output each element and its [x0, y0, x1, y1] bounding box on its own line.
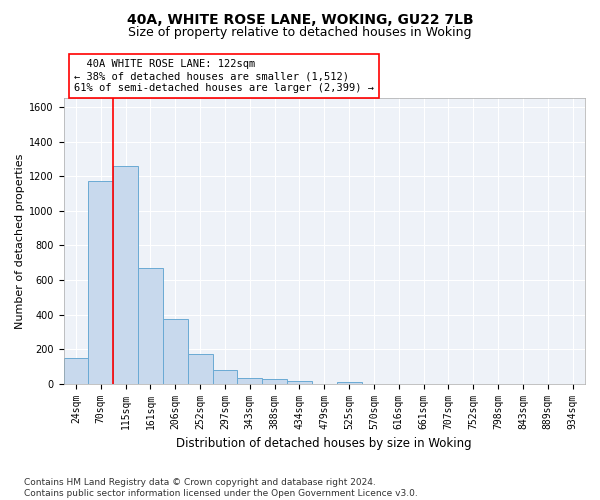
Bar	[238, 378, 262, 384]
Text: 40A WHITE ROSE LANE: 122sqm
← 38% of detached houses are smaller (1,512)
61% of : 40A WHITE ROSE LANE: 122sqm ← 38% of det…	[74, 60, 374, 92]
Text: Size of property relative to detached houses in Woking: Size of property relative to detached ho…	[128, 26, 472, 39]
Bar	[337, 382, 362, 384]
Bar	[113, 166, 138, 384]
Y-axis label: Number of detached properties: Number of detached properties	[15, 154, 25, 328]
Bar	[212, 370, 238, 384]
X-axis label: Distribution of detached houses by size in Woking: Distribution of detached houses by size …	[176, 437, 472, 450]
Text: 40A, WHITE ROSE LANE, WOKING, GU22 7LB: 40A, WHITE ROSE LANE, WOKING, GU22 7LB	[127, 12, 473, 26]
Bar	[163, 319, 188, 384]
Bar	[138, 268, 163, 384]
Bar	[88, 180, 113, 384]
Text: Contains HM Land Registry data © Crown copyright and database right 2024.
Contai: Contains HM Land Registry data © Crown c…	[24, 478, 418, 498]
Bar	[64, 358, 88, 384]
Bar	[188, 354, 212, 384]
Bar	[262, 380, 287, 384]
Bar	[287, 380, 312, 384]
